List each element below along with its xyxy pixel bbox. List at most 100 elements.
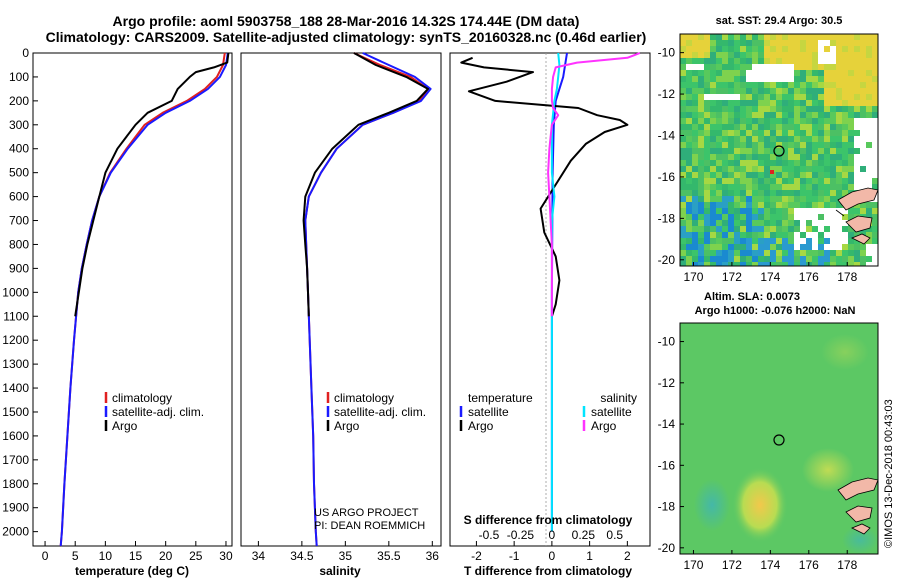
sst-cell [710, 94, 716, 100]
sst-cell [788, 46, 794, 52]
sst-cell [806, 94, 812, 100]
sst-cell [782, 76, 788, 82]
sst-cell [794, 232, 800, 238]
sst-cell [794, 142, 800, 148]
sst-cell [680, 172, 686, 178]
sst-cell [680, 262, 686, 266]
sst-cell [686, 172, 692, 178]
salinity-axes-box [240, 52, 442, 547]
sst-cell [722, 184, 728, 190]
sst-cell [758, 40, 764, 46]
sst-cell [716, 172, 722, 178]
sst-cell [734, 160, 740, 166]
depth-tick-label: 300 [9, 118, 29, 132]
sst-cell [776, 58, 782, 64]
sla-high-anomaly [732, 467, 788, 543]
sst-cell [788, 208, 794, 214]
sst-cell [854, 178, 860, 184]
sst-cell [794, 208, 800, 214]
sst-cell [716, 250, 722, 256]
sst-cell [692, 202, 698, 208]
sst-cell [866, 58, 872, 64]
sst-cell [860, 64, 866, 70]
sst-cell [698, 100, 704, 106]
sst-cell [818, 226, 824, 232]
sst-cell [806, 154, 812, 160]
sst-cell [722, 82, 728, 88]
sst-cell [854, 238, 860, 244]
sst-cell [770, 244, 776, 250]
sst-cell [734, 226, 740, 232]
sst-cell [758, 142, 764, 148]
sst-cell [812, 76, 818, 82]
depth-tick-label: 0 [22, 46, 29, 60]
sst-cell [836, 88, 842, 94]
sst-cell [872, 226, 878, 232]
sst-cell [776, 232, 782, 238]
sst-cell [824, 208, 830, 214]
sst-cell [836, 262, 842, 266]
sst-cell [812, 124, 818, 130]
sst-cell [704, 148, 710, 154]
depth-tick-label: 1300 [2, 357, 29, 371]
sst-cell [746, 148, 752, 154]
sst-cell [842, 154, 848, 160]
sst-cell [704, 142, 710, 148]
sst-cell [752, 46, 758, 52]
sst-cell [848, 112, 854, 118]
sst-cell [770, 64, 776, 70]
sst-cell [752, 142, 758, 148]
sst-cell [824, 40, 830, 46]
sst-cell [746, 256, 752, 262]
sst-cell [860, 154, 866, 160]
sst-cell [788, 244, 794, 250]
sst-cell [866, 94, 872, 100]
sst-cell [704, 226, 710, 232]
sst-cell [758, 196, 764, 202]
sst-cell [812, 70, 818, 76]
sst-cell [866, 202, 872, 208]
sst-cell [776, 250, 782, 256]
sst-cell [728, 88, 734, 94]
sst-cell [758, 100, 764, 106]
sst-cell [824, 112, 830, 118]
lat-tick-label: -16 [658, 458, 676, 472]
salinity-profile-lines [302, 52, 432, 547]
lon-tick-label: 176 [799, 270, 819, 284]
sst-cell [836, 70, 842, 76]
sst-cell [872, 40, 878, 46]
sst-cell [740, 34, 746, 40]
sst-cell [704, 100, 710, 106]
sst-cell [680, 94, 686, 100]
sst-cell [800, 184, 806, 190]
sst-cell [860, 184, 866, 190]
sst-cell [680, 238, 686, 244]
sst-cell [710, 142, 716, 148]
sst-cell [716, 40, 722, 46]
sst-cell [758, 154, 764, 160]
sst-cell [764, 136, 770, 142]
sst-cell [782, 232, 788, 238]
sst-map-field [680, 34, 878, 266]
lat-tick-label: -16 [658, 170, 676, 184]
sst-cell [704, 34, 710, 40]
sst-cell [716, 190, 722, 196]
sst-cell [716, 124, 722, 130]
sst-cell [752, 82, 758, 88]
sst-cell [776, 70, 782, 76]
sst-cell [872, 166, 878, 172]
sst-cell [710, 166, 716, 172]
sst-cell [794, 106, 800, 112]
sst-map-panel: sat. SST: 29.4 Argo: 30.5 -10-12-14-16-1… [658, 15, 879, 284]
difference-x-tick-label: -1 [509, 549, 520, 563]
sst-cell [866, 160, 872, 166]
sst-cell [740, 172, 746, 178]
sst-cell [752, 100, 758, 106]
sst-cell [788, 58, 794, 64]
sst-cell [716, 88, 722, 94]
sst-cell [830, 64, 836, 70]
island-shape [845, 505, 873, 523]
sst-cell [818, 160, 824, 166]
sst-cell [692, 82, 698, 88]
sst-cell [800, 220, 806, 226]
